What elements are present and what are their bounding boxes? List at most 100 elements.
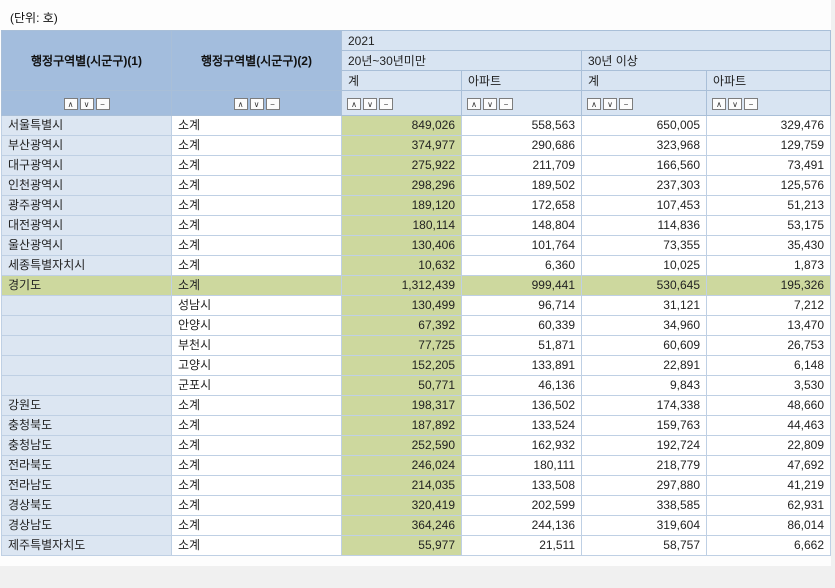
value-cell: 67,392 (341, 315, 462, 336)
sort-clear-button[interactable]: − (619, 97, 633, 110)
region1-cell: 울산광역시 (1, 235, 172, 256)
value-cell: 51,213 (705, 195, 832, 216)
value-cell: 180,114 (341, 215, 462, 236)
value-cell: 51,871 (461, 335, 582, 356)
value-cell: 9,843 (581, 375, 707, 396)
sort-desc-button[interactable]: ∨ (603, 97, 617, 110)
table-row: 세종특별자치시 소계 10,632 6,360 10,025 1,873 (1, 255, 832, 276)
value-cell: 55,977 (341, 535, 462, 556)
sort-asc-button[interactable]: ∧ (587, 97, 601, 110)
col-header-region2: 행정구역별(시군구)(2) (171, 30, 342, 91)
table-row: 충청북도 소계 187,892 133,524 159,763 44,463 (1, 415, 832, 436)
value-cell: 10,025 (581, 255, 707, 276)
value-cell: 530,645 (581, 275, 707, 296)
table-row: 대전광역시 소계 180,114 148,804 114,836 53,175 (1, 215, 832, 236)
sort-clear-button[interactable]: − (95, 97, 110, 110)
value-cell: 180,111 (461, 455, 582, 476)
value-cell: 319,604 (581, 515, 707, 536)
table-row: 군포시 50,771 46,136 9,843 3,530 (1, 375, 832, 396)
region1-cell: 충청북도 (1, 415, 172, 436)
value-cell: 187,892 (341, 415, 462, 436)
value-cell: 47,692 (705, 455, 832, 476)
sort-clear-button[interactable]: − (499, 97, 513, 110)
value-cell: 50,771 (341, 375, 462, 396)
region1-cell: 경기도 (1, 275, 172, 296)
value-cell: 1,312,439 (341, 275, 462, 296)
sort-clear-button[interactable]: − (379, 97, 393, 110)
value-cell: 60,609 (581, 335, 707, 356)
sort-asc-button[interactable]: ∧ (347, 97, 361, 110)
sort-desc-button[interactable]: ∨ (728, 97, 742, 110)
value-cell: 252,590 (341, 435, 462, 456)
sort-desc-button[interactable]: ∨ (79, 97, 94, 110)
sort-controls-apt-30plus: ∧ ∨ − (705, 90, 832, 116)
value-cell: 96,714 (461, 295, 582, 316)
value-cell: 107,453 (581, 195, 707, 216)
region2-cell: 소계 (171, 435, 342, 456)
table-row: 광주광역시 소계 189,120 172,658 107,453 51,213 (1, 195, 832, 216)
value-cell: 148,804 (461, 215, 582, 236)
region2-cell: 소계 (171, 115, 342, 136)
region2-cell: 소계 (171, 475, 342, 496)
value-cell: 114,836 (581, 215, 707, 236)
value-cell: 6,148 (705, 355, 832, 376)
value-cell: 323,968 (581, 135, 707, 156)
value-cell: 275,922 (341, 155, 462, 176)
table-row: 강원도 소계 198,317 136,502 174,338 48,660 (1, 395, 832, 416)
value-cell: 849,026 (341, 115, 462, 136)
sort-desc-button[interactable]: ∨ (249, 97, 264, 110)
region2-cell: 성남시 (171, 295, 342, 316)
region1-cell (1, 355, 172, 376)
value-cell: 73,491 (705, 155, 832, 176)
value-cell: 159,763 (581, 415, 707, 436)
region2-cell: 소계 (171, 455, 342, 476)
value-cell: 35,430 (705, 235, 832, 256)
region2-cell: 소계 (171, 395, 342, 416)
col-header-region1: 행정구역별(시군구)(1) (1, 30, 172, 91)
region2-cell: 소계 (171, 255, 342, 276)
table-row: 부천시 77,725 51,871 60,609 26,753 (1, 335, 832, 356)
value-cell: 133,524 (461, 415, 582, 436)
region2-cell: 소계 (171, 515, 342, 536)
region2-cell: 소계 (171, 155, 342, 176)
sort-asc-button[interactable]: ∧ (712, 97, 726, 110)
col-header-apt-20to30: 아파트 (461, 70, 582, 91)
region1-cell: 인천광역시 (1, 175, 172, 196)
value-cell: 73,355 (581, 235, 707, 256)
region1-cell: 경상북도 (1, 495, 172, 516)
value-cell: 22,809 (705, 435, 832, 456)
value-cell: 1,873 (705, 255, 832, 276)
region1-cell (1, 295, 172, 316)
value-cell: 364,246 (341, 515, 462, 536)
table-row: 안양시 67,392 60,339 34,960 13,470 (1, 315, 832, 336)
sort-controls-region1: ∧ ∨ − (1, 90, 172, 116)
value-cell: 162,932 (461, 435, 582, 456)
value-cell: 129,759 (705, 135, 832, 156)
sort-clear-button[interactable]: − (744, 97, 758, 110)
table-row: 대구광역시 소계 275,922 211,709 166,560 73,491 (1, 155, 832, 176)
sort-clear-button[interactable]: − (265, 97, 280, 110)
region1-cell: 강원도 (1, 395, 172, 416)
region1-cell: 제주특별자치도 (1, 535, 172, 556)
region1-cell: 전라남도 (1, 475, 172, 496)
sort-desc-button[interactable]: ∨ (483, 97, 497, 110)
region2-cell: 고양시 (171, 355, 342, 376)
value-cell: 21,511 (461, 535, 582, 556)
sort-asc-button[interactable]: ∧ (233, 97, 248, 110)
value-cell: 86,014 (705, 515, 832, 536)
value-cell: 374,977 (341, 135, 462, 156)
value-cell: 101,764 (461, 235, 582, 256)
sort-asc-button[interactable]: ∧ (467, 97, 481, 110)
region2-cell: 소계 (171, 495, 342, 516)
sort-desc-button[interactable]: ∨ (363, 97, 377, 110)
value-cell: 297,880 (581, 475, 707, 496)
col-group-20to30: 20년~30년미만 (341, 50, 582, 71)
value-cell: 244,136 (461, 515, 582, 536)
value-cell: 133,508 (461, 475, 582, 496)
value-cell: 237,303 (581, 175, 707, 196)
sort-controls-apt-20to30: ∧ ∨ − (461, 90, 582, 116)
sort-asc-button[interactable]: ∧ (63, 97, 78, 110)
table-row: 전라남도 소계 214,035 133,508 297,880 41,219 (1, 475, 832, 496)
value-cell: 298,296 (341, 175, 462, 196)
value-cell: 133,891 (461, 355, 582, 376)
